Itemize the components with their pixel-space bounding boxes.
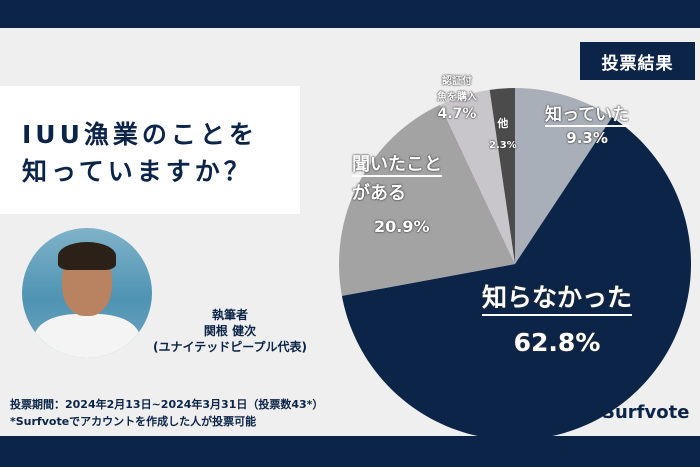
slice-value-2: 20.9% — [374, 217, 430, 236]
pie-slice-2 — [338, 104, 515, 296]
slice-label-0: 知っていた — [545, 100, 630, 127]
title-box — [0, 86, 300, 214]
author-name: 関根 健次 — [203, 324, 257, 338]
label-heard: 聞いたこと がある 20.9% — [352, 150, 442, 241]
author-org: (ユナイテッドピープル代表) — [152, 340, 307, 354]
slice-label-4: 他 — [497, 117, 509, 130]
bottom-banner — [0, 436, 700, 467]
footer-notes: 投票期間：2024年2月13日~2024年3月31日（投票数43*） *Surf… — [10, 396, 323, 430]
vote-period: 投票期間：2024年2月13日~2024年3月31日（投票数43*） — [10, 398, 324, 411]
title-line-2: 知っていますか？ — [22, 157, 253, 186]
surfvote-logo: § Surfvote — [588, 400, 689, 424]
slice-label-2a: 聞いたこと — [352, 154, 442, 177]
logo-text: Surfvote — [602, 401, 690, 423]
vote-note: *Surfvoteでアカウントを作成した人が投票可能 — [10, 415, 257, 428]
slice-value-0: 9.3% — [566, 129, 608, 147]
slice-value-1: 62.8% — [513, 328, 601, 357]
label-certified: 認証付 魚を購入 4.7% — [437, 74, 477, 122]
pie-slice-4 — [489, 88, 515, 264]
title-line-1: IUU漁業のことを — [22, 120, 258, 149]
result-badge: 投票結果 — [580, 42, 695, 80]
label-other: 他 2.3% — [489, 113, 517, 157]
slice-label-3a: 認証付 — [442, 76, 472, 87]
label-knew: 知っていた 9.3% — [545, 100, 630, 147]
surfvote-s-icon: § — [588, 400, 598, 424]
author-info: 執筆者 関根 健次 (ユナイテッドピープル代表) — [150, 307, 310, 355]
pie-slice-3 — [440, 89, 515, 265]
slice-label-3b: 魚を購入 — [437, 92, 477, 103]
author-avatar — [22, 228, 152, 358]
slice-value-4: 2.3% — [489, 140, 517, 151]
label-didnt-know: 知らなかった 62.8% — [482, 278, 633, 357]
pie-slice-0 — [515, 88, 613, 264]
slice-value-3: 4.7% — [437, 106, 477, 122]
slice-label-1: 知らなかった — [482, 278, 633, 316]
slice-label-2b: がある — [352, 183, 406, 204]
pie-slice-1 — [341, 117, 691, 440]
page-title: IUU漁業のことを 知っていますか？ — [22, 116, 258, 190]
author-role: 執筆者 — [211, 308, 248, 322]
top-banner — [0, 0, 700, 28]
